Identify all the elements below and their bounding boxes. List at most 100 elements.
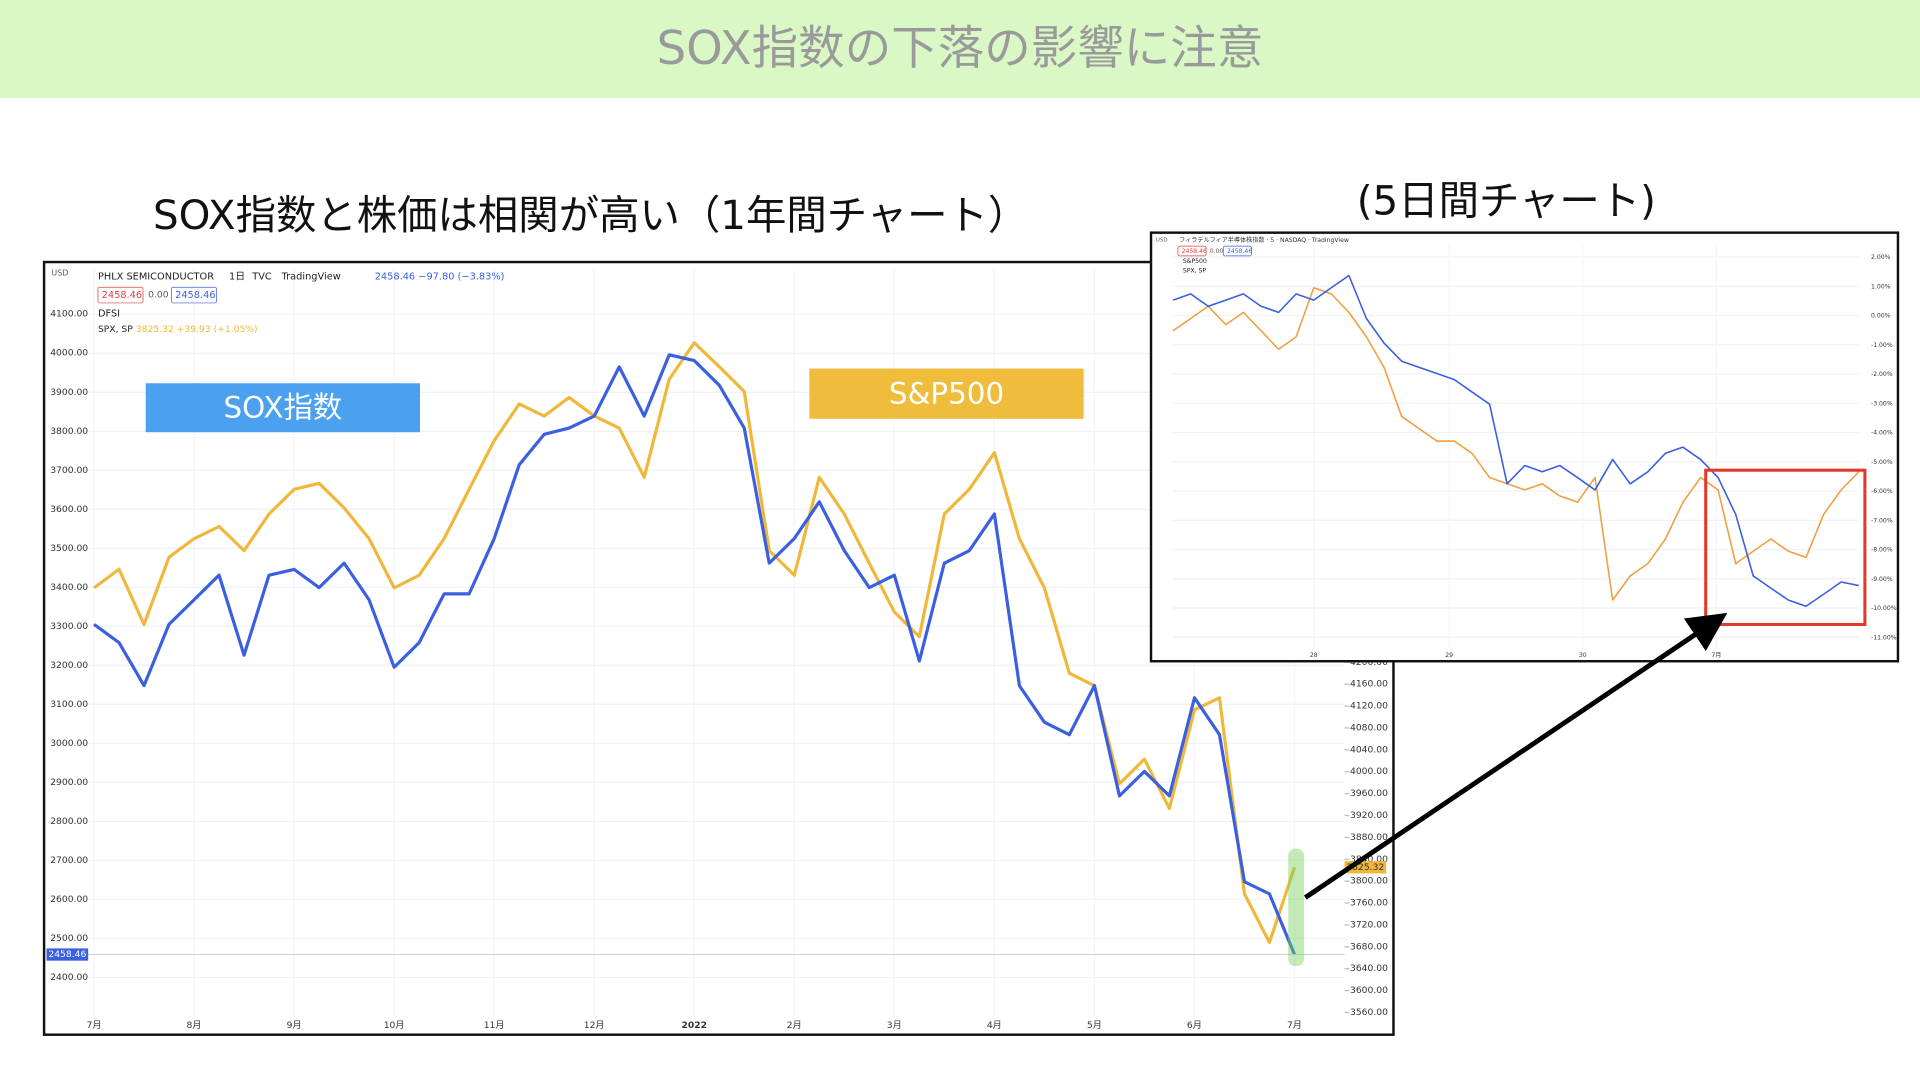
- y-tick-label: 3100.00: [50, 699, 88, 710]
- y-tick-label: -9.00%: [1871, 576, 1893, 583]
- header-text: 0.00: [1210, 248, 1224, 255]
- x-tick-label: 10月: [384, 1020, 405, 1031]
- x-tick-label: 12月: [584, 1020, 605, 1031]
- chart-frame: [1149, 231, 1900, 663]
- header-text: 2458.46: [102, 290, 142, 301]
- last-price-label: 3825.32: [1346, 862, 1384, 873]
- y-tick-label: -2.00%: [1871, 371, 1893, 378]
- y-tick-label: -8.00%: [1871, 547, 1893, 554]
- x-tick-label: 11月: [484, 1020, 505, 1031]
- y-tick-label: -11.00%: [1871, 634, 1897, 641]
- header-text: 3825.32 +39.93 (+1.05%): [136, 324, 258, 335]
- legend-box: [145, 383, 420, 433]
- header-text: DFSI: [98, 308, 120, 319]
- y2-tick-label: 3800.00: [1350, 876, 1388, 887]
- y-tick-label: 3400.00: [50, 582, 88, 593]
- series-line: [93, 353, 1297, 956]
- header-box: [1222, 245, 1252, 257]
- slide-title: SOX指数の下落の影響に注意: [657, 21, 1264, 75]
- header-text: USD: [51, 269, 68, 278]
- y2-tick-label: 3960.00: [1350, 788, 1388, 799]
- arrow: [1303, 612, 1728, 900]
- x-tick-label: 3月: [887, 1020, 902, 1031]
- y2-tick-label: 3680.00: [1350, 941, 1388, 952]
- y2-tick-label: 4000.00: [1350, 766, 1388, 777]
- header-text: S&P500: [1183, 258, 1207, 265]
- y2-tick-label: 3760.00: [1350, 898, 1388, 909]
- legend-label: S&P500: [889, 376, 1004, 410]
- header-text: 2458.46 −97.80 (−3.83%): [375, 272, 505, 283]
- header-text: PHLX SEMICONDUCTOR: [98, 272, 214, 283]
- subtitle-right: (5日間チャート): [1357, 176, 1656, 224]
- header-text: 2458.46: [175, 290, 215, 301]
- y-tick-label: 3000.00: [50, 738, 88, 749]
- header-text: 2458.46: [1182, 248, 1207, 255]
- series-line: [1172, 274, 1859, 608]
- y-tick-label: -6.00%: [1871, 488, 1893, 495]
- header-text: USD: [1156, 238, 1168, 244]
- header-box: [171, 286, 217, 304]
- y2-tick-label: 3880.00: [1350, 832, 1388, 843]
- y2-tick-label: 4120.00: [1350, 701, 1388, 712]
- x-tick-label: 6月: [1187, 1020, 1202, 1031]
- y-tick-label: 3700.00: [50, 465, 88, 476]
- y2-tick-label: 3920.00: [1350, 810, 1388, 821]
- series-line: [1172, 286, 1860, 601]
- inset-chart: 2.00% 1.00% 0.00% -1.00% -2.00% -3.00% -4.00% -…: [1149, 231, 1900, 663]
- last-price-label: 2458.46: [48, 949, 86, 960]
- y2-tick-label: 4160.00: [1350, 679, 1388, 690]
- x-tick-label: 2022: [681, 1020, 707, 1031]
- y-tick-label: 2400.00: [50, 972, 88, 983]
- y-tick-label: 3800.00: [50, 426, 88, 437]
- header-text: TradingView: [281, 272, 341, 283]
- y-tick-label: -7.00%: [1871, 517, 1893, 524]
- y-tick-label: 2700.00: [50, 855, 88, 866]
- subtitle-left: SOX指数と株価は相関が高い（1年間チャート）: [153, 191, 1028, 239]
- header-text: フィラデルフィア半導体株指数 · 5 · NASDAQ · TradingVie…: [1179, 236, 1349, 244]
- x-tick-label: 4月: [987, 1020, 1002, 1031]
- header-text: 2458.46: [1227, 248, 1252, 255]
- y2-tick-label: 3640.00: [1350, 963, 1388, 974]
- x-tick-label: 9月: [287, 1020, 302, 1031]
- y2-tick-label: 3560.00: [1350, 1007, 1388, 1018]
- header-text: TVC: [251, 272, 272, 283]
- y2-tick-label: 4080.00: [1350, 722, 1388, 733]
- y2-tick-label: 3840.00: [1350, 854, 1388, 865]
- y-tick-label: 3300.00: [50, 621, 88, 632]
- x-tick-label: 2月: [787, 1020, 802, 1031]
- y-tick-label: -10.00%: [1871, 605, 1897, 612]
- x-tick-label: 7月: [86, 1020, 101, 1031]
- y-tick-label: 2.00%: [1871, 254, 1891, 261]
- header-box: [97, 286, 144, 304]
- y-tick-label: 3200.00: [50, 660, 88, 671]
- x-tick-label: 5月: [1087, 1020, 1102, 1031]
- y2-tick-label: 3600.00: [1350, 985, 1388, 996]
- y-tick-label: -5.00%: [1871, 459, 1893, 466]
- y-tick-label: 2500.00: [50, 933, 88, 944]
- y-tick-label: 3500.00: [50, 543, 88, 554]
- highlight: [1288, 848, 1305, 967]
- header-box: [1177, 245, 1207, 257]
- y-tick-label: 2900.00: [50, 777, 88, 788]
- title-band: [0, 0, 1920, 98]
- x-tick-label: 7月: [1287, 1020, 1302, 1031]
- y-tick-label: 3900.00: [50, 387, 88, 398]
- y-tick-label: 2800.00: [50, 816, 88, 827]
- x-tick-label: 28: [1310, 652, 1318, 659]
- legend-box: [809, 368, 1084, 419]
- header-text: SPX, SP: [98, 324, 133, 335]
- y2-tick-label: 4040.00: [1350, 744, 1388, 755]
- header-text: 1日: [229, 272, 245, 283]
- y-tick-label: 4100.00: [50, 309, 88, 320]
- y-tick-label: -1.00%: [1871, 342, 1893, 349]
- y-tick-label: 2600.00: [50, 894, 88, 905]
- y-tick-label: -4.00%: [1871, 430, 1893, 437]
- header-text: 0.00: [148, 290, 169, 301]
- x-tick-label: 29: [1445, 652, 1453, 659]
- legend-label: SOX指数: [223, 390, 342, 424]
- y2-tick-label: 3720.00: [1350, 919, 1388, 930]
- y-tick-label: 1.00%: [1871, 283, 1891, 290]
- x-tick-label: 7月: [1711, 652, 1721, 659]
- last-price-tag: [46, 948, 89, 961]
